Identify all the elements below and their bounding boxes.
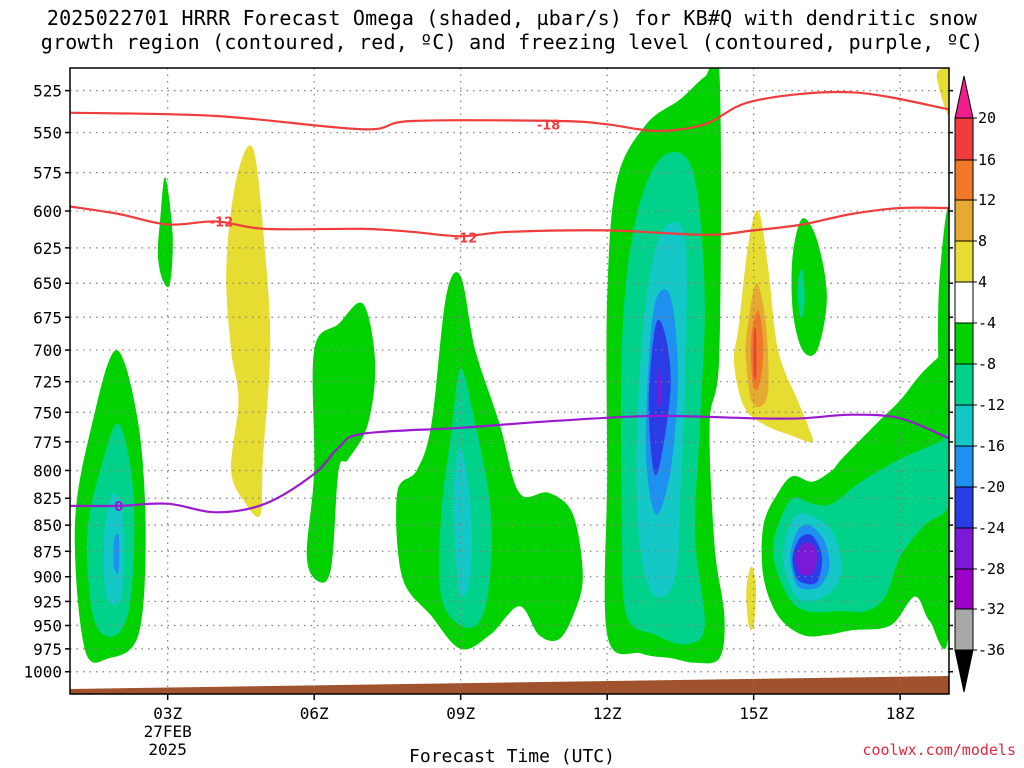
colorbar-label: -32 [978,600,1005,618]
colorbar-label: -24 [978,519,1005,537]
colorbar-band [954,608,974,651]
y-tick-label: 700 [33,341,62,360]
colorbar-band [954,445,974,488]
y-tick-label: 575 [33,164,62,183]
y-tick-label: 750 [33,403,62,422]
contour-label: 0 [114,500,123,515]
y-tick-label: 625 [33,239,62,258]
omega-region [658,368,662,409]
colorbar-band [954,322,974,365]
colorbar-label: 16 [978,151,996,169]
surface-terrain [70,676,949,694]
colorbar-band [954,363,974,406]
x-tick-label: 18Z [886,704,915,723]
colorbar-band [954,486,974,529]
y-tick-label: 950 [33,616,62,635]
colorbar-band [954,404,974,447]
y-axis: 525 550 575 600 625 650 675 700 725 750 775 800 825 8… [23,82,953,682]
omega-region [797,268,805,318]
omega-shading [74,68,949,664]
omega-region [453,447,472,598]
x-tick-year: 2025 [148,740,187,759]
omega-region [753,327,757,380]
colorbar-band [954,240,974,283]
y-tick-label: 825 [33,489,62,508]
colorbar-label: 12 [978,191,996,209]
omega-region [113,533,120,574]
title-line-1: 2025022701 HRRR Forecast Omega (shaded, … [46,6,978,30]
omega-region [936,68,949,117]
y-tick-label: 850 [33,516,62,535]
y-tick-label: 800 [33,461,62,480]
colorbar-label: 8 [978,232,987,250]
y-tick-label: 600 [33,202,62,221]
y-tick-label: 975 [33,640,62,659]
omega-region [746,566,757,631]
y-tick-label: 875 [33,542,62,561]
credit-text: coolwx.com/models [862,741,1016,759]
colorbar-label: -8 [978,355,996,373]
contour-label: -12 [454,232,478,247]
colorbar-band [954,568,974,610]
x-tick-label: 03Z [153,704,182,723]
y-tick-label: 650 [33,274,62,293]
colorbar-label: -36 [978,641,1005,659]
colorbar-label: -20 [978,478,1005,496]
colorbar-band [954,281,974,324]
colorbar-top-arrow [954,75,974,119]
y-tick-label: 925 [33,592,62,611]
x-tick-label: 12Z [593,704,622,723]
y-tick-label: 550 [33,124,62,143]
colorbar-label: 4 [978,273,987,291]
grid-lines [70,68,949,694]
x-axis-label: Forecast Time (UTC) [409,746,615,767]
colorbar-band [954,527,974,570]
colorbar-bottom-arrow [954,649,974,693]
colorbar: 20 16 12 8 4 -4 -8 -12 -16 -20 -24 -28 -32 -36 [954,75,1005,693]
x-tick-label: 06Z [300,704,329,723]
omega-region [306,302,376,583]
omega-region [791,218,827,356]
colorbar-label: -12 [978,396,1005,414]
colorbar-band [954,159,974,201]
terrain-fill [70,676,949,694]
contour-line [70,90,949,133]
colorbar-label: 20 [978,109,996,127]
colorbar-label: -16 [978,437,1005,455]
x-tick-date: 27FEB [144,722,192,741]
title-line-2: growth region (contoured, red, ºC) and f… [40,30,984,54]
omega-region [226,145,271,517]
contour-label: -18 [537,118,561,133]
omega-region [396,272,583,650]
chart-title: 2025022701 HRRR Forecast Omega (shaded, … [0,6,1024,54]
colorbar-band [954,199,974,242]
contour-line [70,413,949,514]
x-tick-label: 09Z [446,704,475,723]
y-tick-label: 1000 [23,663,62,682]
contour-label: -12 [210,215,234,230]
y-tick-label: 775 [33,433,62,452]
colorbar-band [954,117,974,161]
x-tick-label: 15Z [739,704,768,723]
y-tick-label: 525 [33,82,62,101]
y-tick-label: 725 [33,373,62,392]
y-tick-label: 900 [33,568,62,587]
colorbar-label: -28 [978,560,1005,578]
colorbar-label: -4 [978,314,996,332]
omega-region [938,207,949,416]
omega-region [157,177,173,288]
contour-lines: -18 -12 -12 0 [70,90,949,515]
y-tick-label: 675 [33,308,62,327]
contour-line [70,205,949,238]
